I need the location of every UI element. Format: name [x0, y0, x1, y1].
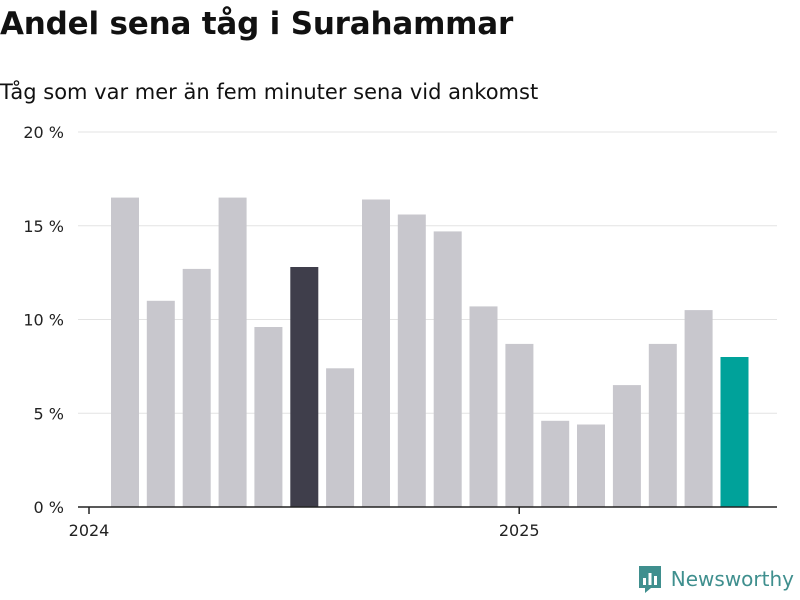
y-tick-label: 10 %: [23, 311, 64, 330]
bar-2025-05[interactable]: [684, 310, 713, 507]
bar-2024-02[interactable]: [146, 300, 175, 508]
brand-name: Newsworthy: [670, 567, 794, 591]
newsworthy-logo[interactable]: Newsworthy: [637, 564, 794, 594]
newsworthy-logo-icon: [638, 566, 661, 593]
chart-subtitle: Tåg som var mer än fem minuter sena vid …: [0, 80, 539, 104]
bar-2025-04[interactable]: [648, 343, 677, 507]
y-tick-label: 5 %: [34, 404, 64, 423]
bar-2024-10[interactable]: [433, 231, 462, 507]
bar-2024-07[interactable]: [326, 368, 355, 508]
chart-title: Andel sena tåg i Surahammar: [0, 6, 514, 42]
axes: 0 % 5 % 10 % 15 % 20 % 2024 2025: [23, 123, 777, 540]
bar-2024-08[interactable]: [362, 199, 390, 508]
bar-2025-02[interactable]: [577, 424, 605, 508]
bar-2024-05[interactable]: [254, 327, 283, 507]
bar-2024-11[interactable]: [469, 306, 498, 507]
bar-2025-06[interactable]: [720, 357, 749, 507]
y-tick-label: 0 %: [34, 498, 64, 517]
bar-2025-03[interactable]: [612, 385, 641, 507]
x-tick-label: 2024: [69, 521, 110, 540]
bar-2025-01[interactable]: [541, 420, 570, 508]
bar-2024-03[interactable]: [182, 268, 211, 507]
bar-2024-04[interactable]: [218, 197, 247, 507]
bar-2024-09[interactable]: [397, 214, 426, 508]
bars: [111, 197, 749, 508]
bar-2024-06[interactable]: [290, 267, 319, 507]
bar-2024-01[interactable]: [111, 197, 139, 507]
bar-2024-12[interactable]: [505, 343, 534, 507]
x-tick-label: 2025: [499, 521, 540, 540]
y-tick-label: 15 %: [23, 217, 64, 236]
y-tick-label: 20 %: [23, 123, 64, 142]
